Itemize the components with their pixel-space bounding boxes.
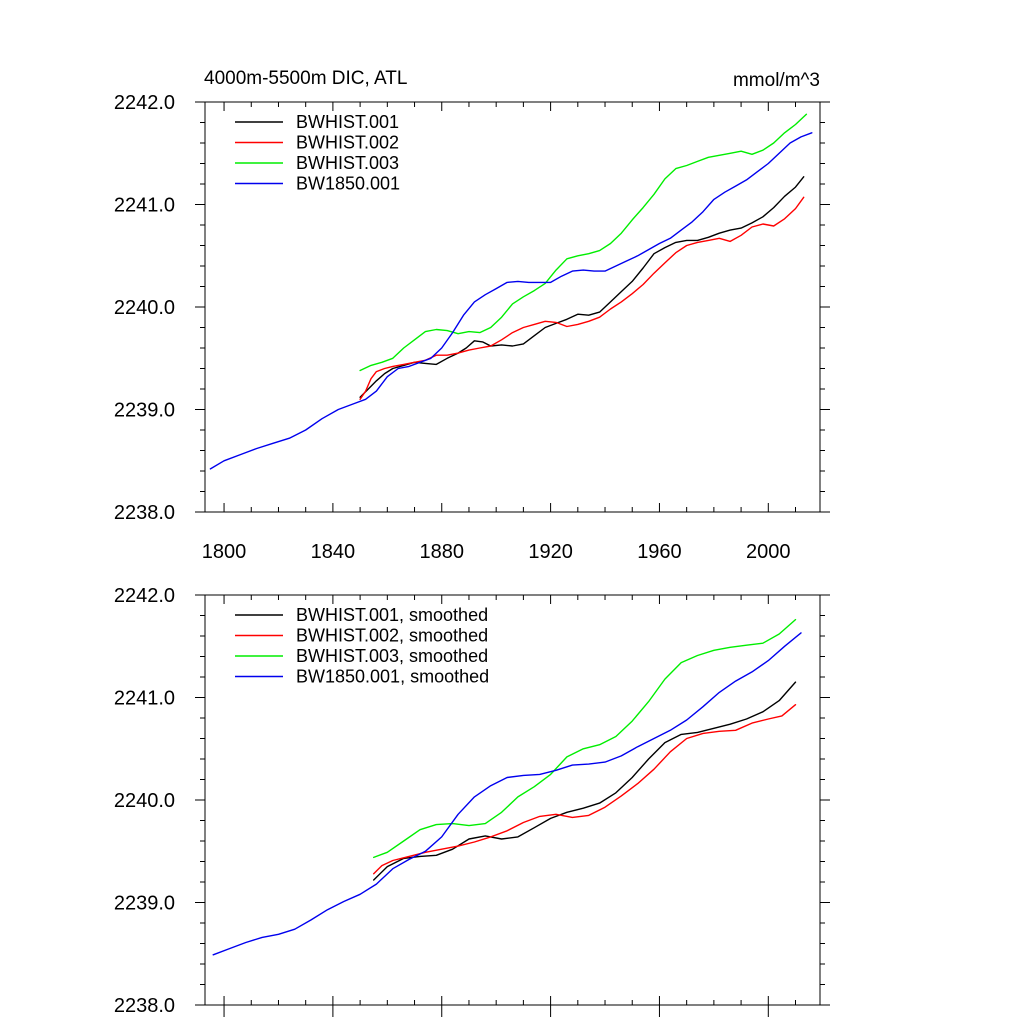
top-x-tick-label: 1960 — [637, 541, 682, 563]
top-plot-units: mmol/m^3 — [733, 70, 820, 91]
top-series-line-0 — [359, 176, 805, 398]
bottom-y-tick-label: 2240.0 — [114, 790, 175, 812]
top-y-tick-label: 2239.0 — [114, 400, 175, 422]
top-x-tick-label: 2000 — [746, 541, 791, 563]
top-x-tick-label: 1920 — [528, 541, 573, 563]
top-x-tick-label: 1840 — [311, 541, 356, 563]
bottom-series-line-0 — [373, 681, 797, 881]
bottom-legend-label-1: BWHIST.002, smoothed — [296, 626, 488, 646]
top-y-tick-label: 2242.0 — [114, 92, 175, 114]
bottom-series-line-3 — [212, 632, 802, 956]
top-plot: 4000m-5500m DIC, ATL mmol/m^3 1800 1840 18… — [114, 68, 830, 563]
top-x-tick-label: 1880 — [419, 541, 464, 563]
top-legend-label-0: BWHIST.001 — [296, 112, 399, 132]
bottom-y-tick-label: 2241.0 — [114, 688, 175, 710]
top-plot-title: 4000m-5500m DIC, ATL — [204, 68, 407, 89]
bottom-y-tick-label: 2238.0 — [114, 995, 175, 1017]
top-y-tick-label: 2238.0 — [114, 502, 175, 524]
bottom-legend-label-0: BWHIST.001, smoothed — [296, 605, 488, 625]
top-x-tick-label: 1800 — [202, 541, 247, 563]
top-legend-label-3: BW1850.001 — [296, 174, 400, 194]
bottom-plot: 2238.0 2239.0 2240.0 2241.0 2242.0 BWHIST.001… — [114, 585, 830, 1017]
bottom-series-line-2 — [373, 618, 797, 859]
bottom-y-tick-label: 2242.0 — [114, 585, 175, 607]
top-y-tick-label: 2240.0 — [114, 297, 175, 319]
bottom-legend-label-2: BWHIST.003, smoothed — [296, 646, 488, 666]
bottom-y-tick-label: 2239.0 — [114, 893, 175, 915]
top-series-line-3 — [209, 132, 813, 470]
top-legend-label-1: BWHIST.002 — [296, 133, 399, 153]
top-series-line-1 — [359, 196, 805, 400]
top-y-tick-label: 2241.0 — [114, 195, 175, 217]
bottom-legend-label-3: BW1850.001, smoothed — [296, 667, 489, 687]
top-series-line-2 — [359, 113, 808, 372]
bottom-series-line-1 — [373, 704, 797, 875]
top-legend-label-2: BWHIST.003 — [296, 153, 399, 173]
